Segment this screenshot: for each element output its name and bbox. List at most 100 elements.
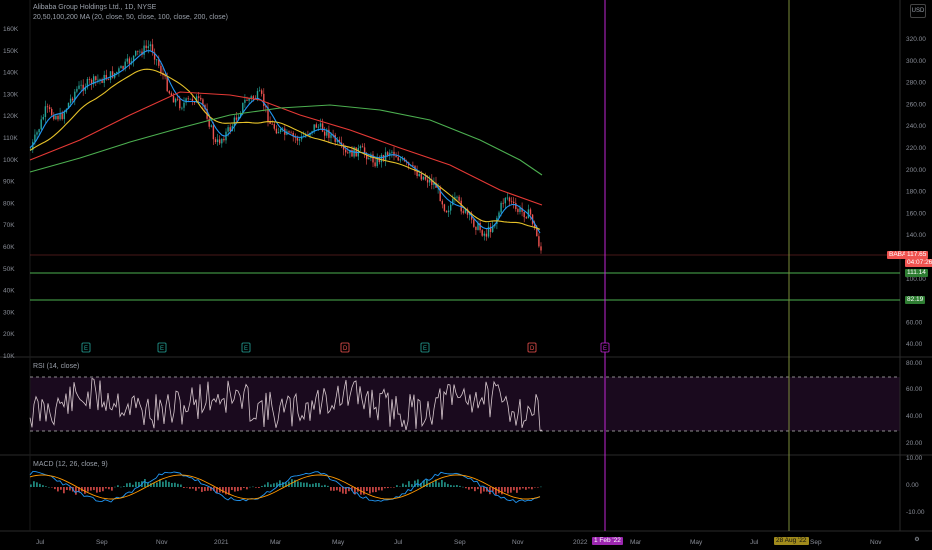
macd-histogram-bar — [213, 487, 215, 491]
price-candle — [143, 40, 145, 59]
rsi-series — [29, 377, 543, 431]
left-axis-label: 40K — [3, 288, 15, 295]
macd-histogram-bar — [294, 479, 296, 487]
left-axis-label: 90K — [3, 179, 15, 186]
time-axis-label: Nov — [512, 539, 524, 546]
left-axis-label: 10K — [3, 353, 15, 360]
price-candle — [393, 146, 395, 161]
macd-histogram-bar — [354, 487, 356, 495]
price-candle — [433, 177, 435, 190]
event-marker[interactable]: E — [420, 342, 430, 353]
rsi-axis-label: 40.00 — [906, 413, 923, 420]
macd-histogram-bar — [207, 487, 209, 491]
macd-histogram-bar — [336, 487, 338, 491]
ma-indicator-label[interactable]: 20,50,100,200 MA (20, close, 50, close, … — [33, 14, 228, 21]
macd-histogram-bar — [483, 487, 485, 492]
macd-histogram-bar — [276, 482, 278, 487]
macd-histogram-bar — [237, 487, 239, 492]
price-candle — [38, 128, 40, 136]
macd-histogram-bar — [411, 484, 413, 487]
price-candle — [221, 138, 223, 148]
macd-histogram-bar — [351, 487, 353, 491]
macd-histogram-bar — [174, 482, 176, 487]
price-candle — [53, 112, 55, 121]
macd-histogram-bar — [132, 484, 134, 487]
macd-histogram-bar — [159, 479, 161, 487]
macd-histogram-bar — [105, 487, 107, 489]
price-candle — [294, 133, 296, 144]
right-axis-label: 180.00 — [906, 189, 926, 196]
macd-histogram-bar — [378, 487, 380, 491]
macd-histogram-bar — [177, 483, 179, 487]
macd-histogram-bar — [399, 486, 401, 488]
macd-histogram-bar — [153, 482, 155, 487]
macd-histogram-bar — [96, 487, 98, 493]
currency-button[interactable]: USD — [910, 4, 926, 18]
price-candle — [212, 121, 215, 145]
left-axis-label: 150K — [3, 48, 19, 55]
price-candle — [168, 90, 170, 95]
macd-histogram-bar — [393, 487, 395, 488]
right-axis-label: 240.00 — [906, 123, 926, 130]
rsi-line — [29, 377, 543, 431]
macd-histogram-bar — [456, 484, 458, 487]
macd-histogram-bar — [255, 487, 257, 488]
macd-histogram-bar — [33, 481, 35, 487]
macd-histogram-bar — [363, 487, 365, 495]
price-candle — [219, 135, 221, 146]
rsi-label[interactable]: RSI (14, close) — [33, 363, 80, 370]
time-axis-label: Jul — [36, 539, 45, 546]
macd-histogram-bar — [186, 487, 188, 488]
macd-histogram-bar — [210, 487, 212, 491]
macd-histogram-bar — [60, 487, 62, 490]
event-marker[interactable]: E — [600, 342, 610, 353]
price-candle — [416, 165, 418, 179]
event-marker[interactable]: E — [81, 342, 91, 353]
price-candle — [513, 197, 515, 209]
macd-histogram-bar — [195, 487, 197, 491]
macd-histogram-bar — [150, 483, 152, 487]
macd-histogram-bar — [402, 483, 404, 487]
rsi-axis-label: 80.00 — [906, 360, 923, 367]
price-candle — [200, 94, 202, 102]
price-candle — [510, 197, 513, 205]
price-candle — [422, 176, 425, 181]
right-axis-label: 220.00 — [906, 145, 926, 152]
macd-histogram-bar — [144, 478, 146, 487]
price-candle — [456, 195, 458, 201]
price-candle — [458, 194, 460, 204]
macd-histogram-bar — [495, 487, 497, 495]
price-candle — [363, 143, 366, 158]
macd-histogram-bar — [87, 487, 89, 492]
macd-label[interactable]: MACD (12, 26, close, 9) — [33, 461, 108, 468]
macd-histogram-bar — [204, 487, 206, 492]
macd-histogram-bar — [183, 487, 185, 488]
event-marker[interactable]: E — [157, 342, 167, 353]
event-marker[interactable]: E — [241, 342, 251, 353]
event-marker[interactable]: D — [527, 342, 537, 353]
time-axis-label: Mar — [270, 539, 282, 546]
event-marker[interactable]: D — [340, 342, 350, 353]
price-candle — [267, 102, 269, 127]
macd-histogram-bar — [528, 487, 530, 489]
price-candle — [517, 207, 519, 215]
macd-histogram-bar — [324, 484, 326, 487]
macd-histogram-bar — [519, 487, 521, 490]
price-candle — [269, 116, 271, 125]
price-candle — [74, 89, 76, 106]
gear-icon[interactable]: ⚙ — [914, 537, 920, 543]
macd-histogram-bar — [522, 487, 524, 489]
macd-histogram-bar — [459, 485, 461, 487]
symbol-title[interactable]: Alibaba Group Holdings Ltd., 1D, NYSE — [33, 4, 157, 11]
left-axis-label: 100K — [3, 157, 19, 164]
macd-histogram-bar — [126, 483, 128, 487]
last-price-tag: 117.65 — [905, 251, 929, 259]
macd-histogram-bar — [450, 485, 452, 487]
macd-histogram-bar — [498, 487, 500, 494]
macd-histogram-bar — [468, 487, 470, 490]
left-axis-label: 70K — [3, 222, 15, 229]
macd-histogram-bar — [330, 487, 332, 491]
price-candle — [189, 98, 191, 100]
